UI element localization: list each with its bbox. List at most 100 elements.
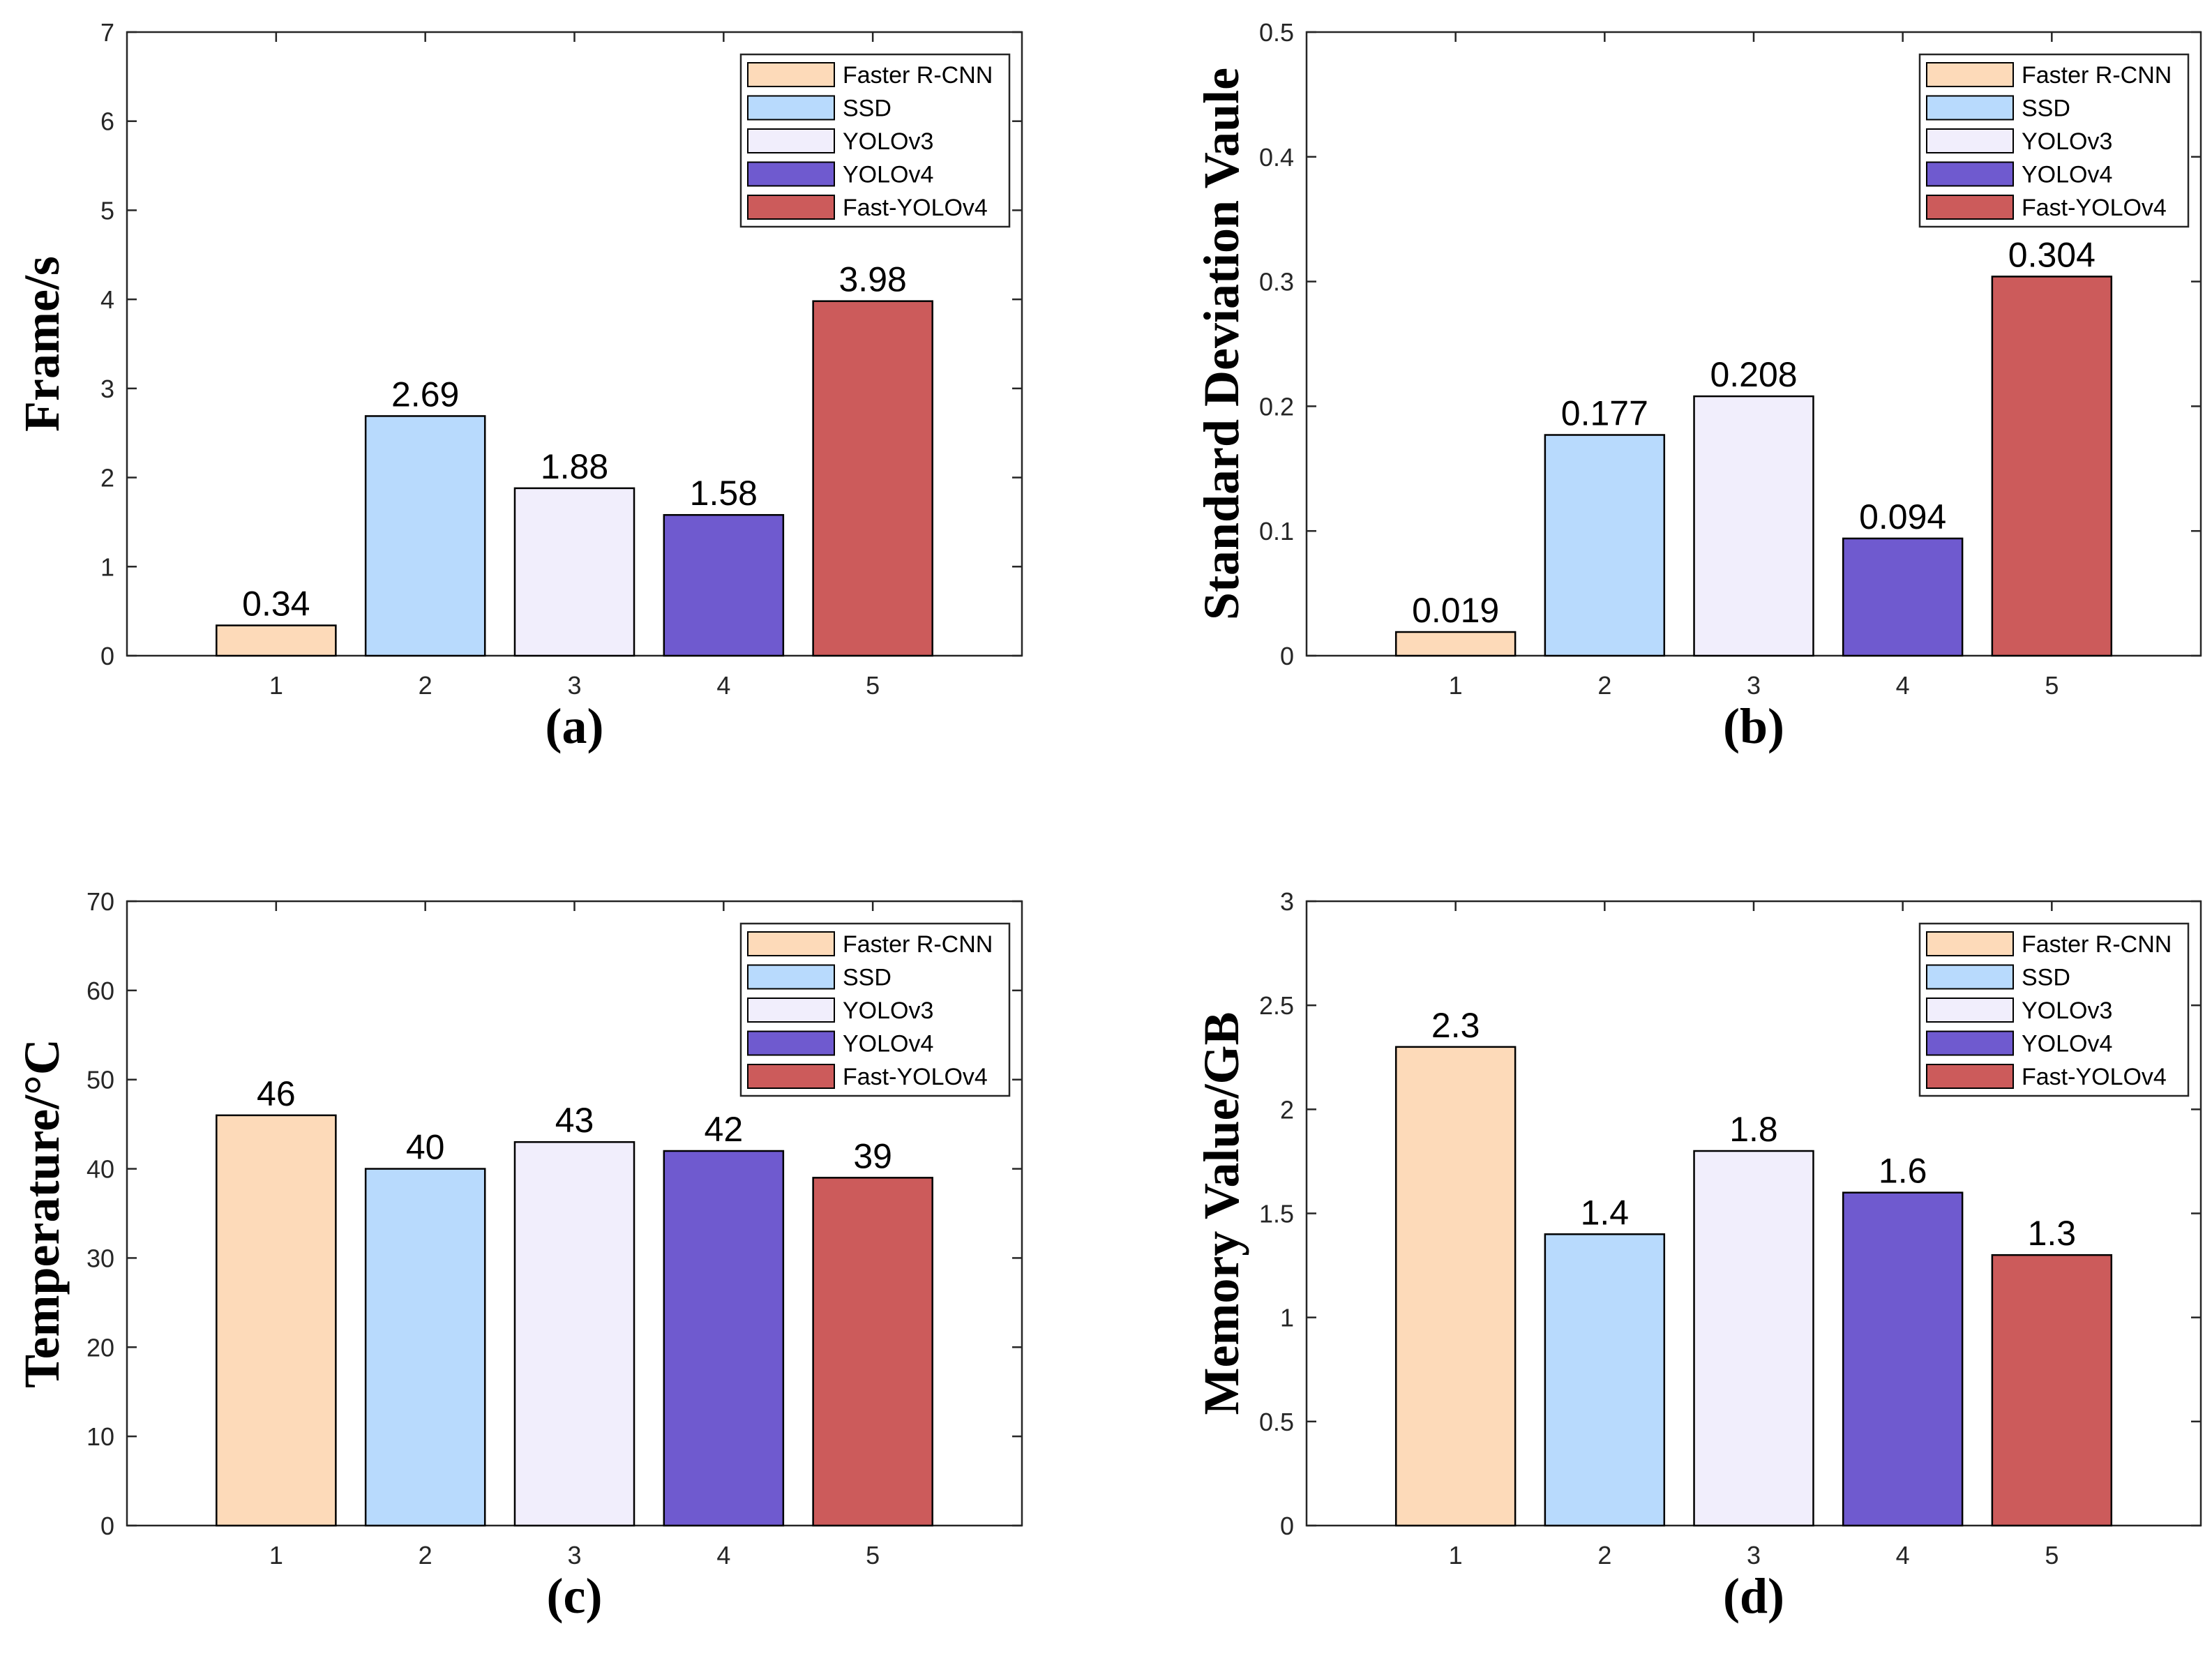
panel-caption: (b) bbox=[1723, 698, 1784, 754]
legend-label: Faster R-CNN bbox=[843, 931, 993, 958]
bar bbox=[812, 300, 933, 657]
bar bbox=[216, 1114, 337, 1527]
data-label: 2.69 bbox=[391, 375, 459, 414]
y-tick-label: 4 bbox=[100, 285, 114, 314]
legend-swatch bbox=[1926, 62, 2014, 87]
y-tick-label: 50 bbox=[86, 1066, 114, 1094]
legend-swatch bbox=[747, 931, 835, 956]
data-label: 0.019 bbox=[1412, 591, 1499, 630]
bar bbox=[1693, 1150, 1814, 1527]
bar bbox=[216, 624, 337, 657]
x-tick-label: 2 bbox=[419, 671, 432, 700]
bar bbox=[513, 1141, 635, 1527]
y-tick-label: 30 bbox=[86, 1244, 114, 1272]
y-tick-label: 0 bbox=[1280, 1512, 1294, 1540]
data-label: 1.6 bbox=[1879, 1152, 1927, 1191]
y-tick-label: 7 bbox=[100, 18, 114, 47]
legend: Faster R-CNN SSD YOLOv3 YOLOv4 Fast-YOLOv4 bbox=[1918, 53, 2190, 228]
y-tick-label: 2 bbox=[1280, 1095, 1294, 1124]
data-label: 40 bbox=[406, 1128, 445, 1167]
bar bbox=[513, 487, 635, 657]
bar bbox=[1991, 1254, 2113, 1527]
legend-label: Fast-YOLOv4 bbox=[2022, 1064, 2167, 1090]
legend-label: YOLOv4 bbox=[2022, 162, 2112, 188]
y-axis-label: Temperature/°C bbox=[14, 1039, 70, 1388]
bar bbox=[1394, 631, 1517, 657]
y-axis-label: Frame/s bbox=[14, 256, 70, 432]
x-tick-label: 4 bbox=[1896, 671, 1910, 700]
legend-label: SSD bbox=[2022, 96, 2070, 122]
chart-panel-b: 0 0.1 0.2 0.3 0.4 0.5 1 2 3 4 5 0.019 0.177 0.208 0.09… bbox=[1194, 18, 2202, 754]
legend: Faster R-CNN SSD YOLOv3 YOLOv4 Fast-YOLOv4 bbox=[739, 922, 1011, 1097]
y-tick-label: 0.5 bbox=[1259, 1408, 1294, 1436]
y-tick-label: 2 bbox=[100, 464, 114, 492]
y-axis-label: Memory Value/GB bbox=[1194, 1012, 1249, 1415]
x-tick-label: 4 bbox=[716, 1541, 730, 1570]
bar bbox=[812, 1177, 933, 1527]
legend: Faster R-CNN SSD YOLOv3 YOLOv4 Fast-YOLOv4 bbox=[739, 53, 1011, 228]
legend-swatch bbox=[1926, 195, 2014, 220]
data-label: 0.304 bbox=[2008, 235, 2096, 274]
y-tick-label: 20 bbox=[86, 1333, 114, 1362]
legend-label: YOLOv4 bbox=[843, 1031, 933, 1057]
y-tick-label: 1 bbox=[1280, 1304, 1294, 1332]
x-tick-label: 2 bbox=[1597, 1541, 1611, 1570]
bar bbox=[1693, 395, 1814, 657]
y-tick-label: 1 bbox=[100, 552, 114, 581]
data-label: 43 bbox=[555, 1101, 594, 1140]
y-tick-label: 40 bbox=[86, 1155, 114, 1184]
y-tick-label: 0.5 bbox=[1259, 18, 1294, 47]
legend-label: YOLOv4 bbox=[2022, 1031, 2112, 1057]
x-tick-label: 3 bbox=[567, 671, 581, 700]
y-tick-label: 0.2 bbox=[1259, 392, 1294, 421]
y-tick-label: 0.1 bbox=[1259, 517, 1294, 545]
chart-panel-c: 0 10 20 30 40 50 60 70 1 2 3 4 5 46 40 43 42 39 Temperatur… bbox=[14, 887, 1023, 1624]
y-tick-label: 1.5 bbox=[1259, 1200, 1294, 1228]
legend-swatch bbox=[747, 128, 835, 153]
legend-swatch bbox=[1926, 1064, 2014, 1089]
legend-label: YOLOv3 bbox=[2022, 998, 2112, 1024]
legend-swatch bbox=[1926, 128, 2014, 153]
data-label: 1.3 bbox=[2028, 1214, 2077, 1253]
y-tick-label: 70 bbox=[86, 887, 114, 916]
legend-label: SSD bbox=[2022, 965, 2070, 991]
legend-label: Fast-YOLOv4 bbox=[843, 195, 988, 221]
bar bbox=[1544, 434, 1666, 657]
data-label: 1.88 bbox=[541, 447, 608, 486]
legend-swatch bbox=[747, 1064, 835, 1089]
legend-swatch bbox=[747, 998, 835, 1023]
legend-label: SSD bbox=[843, 965, 891, 991]
data-label: 1.4 bbox=[1581, 1193, 1630, 1232]
legend-label: Faster R-CNN bbox=[2022, 62, 2172, 89]
legend-swatch bbox=[747, 195, 835, 220]
legend-swatch bbox=[747, 964, 835, 990]
bar bbox=[663, 1150, 785, 1527]
legend-swatch bbox=[1926, 998, 2014, 1023]
chart-panel-d: 0 0.5 1 1.5 2 2.5 3 1 2 3 4 5 2.3 1.4 1.8 1.6 1.3 Memory … bbox=[1194, 887, 2202, 1624]
legend-label: YOLOv3 bbox=[843, 128, 933, 155]
x-tick-label: 5 bbox=[866, 1541, 880, 1570]
x-tick-label: 2 bbox=[419, 1541, 432, 1570]
bar bbox=[1842, 537, 1964, 657]
data-label: 3.98 bbox=[839, 260, 907, 299]
y-tick-label: 2.5 bbox=[1259, 991, 1294, 1020]
legend-swatch bbox=[1926, 931, 2014, 956]
legend-swatch bbox=[747, 161, 835, 187]
x-tick-label: 5 bbox=[2045, 1541, 2059, 1570]
y-tick-label: 10 bbox=[86, 1422, 114, 1451]
legend-label: YOLOv4 bbox=[843, 162, 933, 188]
panel-caption: (d) bbox=[1723, 1568, 1784, 1624]
data-label: 42 bbox=[705, 1110, 744, 1149]
y-tick-label: 3 bbox=[100, 375, 114, 403]
legend-label: YOLOv3 bbox=[843, 998, 933, 1024]
bar bbox=[663, 513, 785, 657]
x-tick-label: 1 bbox=[269, 671, 283, 700]
y-tick-label: 0.4 bbox=[1259, 143, 1294, 172]
y-tick-label: 3 bbox=[1280, 887, 1294, 916]
panel-caption: (a) bbox=[546, 698, 604, 754]
legend-label: Fast-YOLOv4 bbox=[2022, 195, 2167, 221]
bar bbox=[364, 1168, 486, 1527]
legend-label: Faster R-CNN bbox=[2022, 931, 2172, 958]
panel-caption: (c) bbox=[547, 1568, 603, 1624]
data-label: 2.3 bbox=[1431, 1006, 1480, 1045]
